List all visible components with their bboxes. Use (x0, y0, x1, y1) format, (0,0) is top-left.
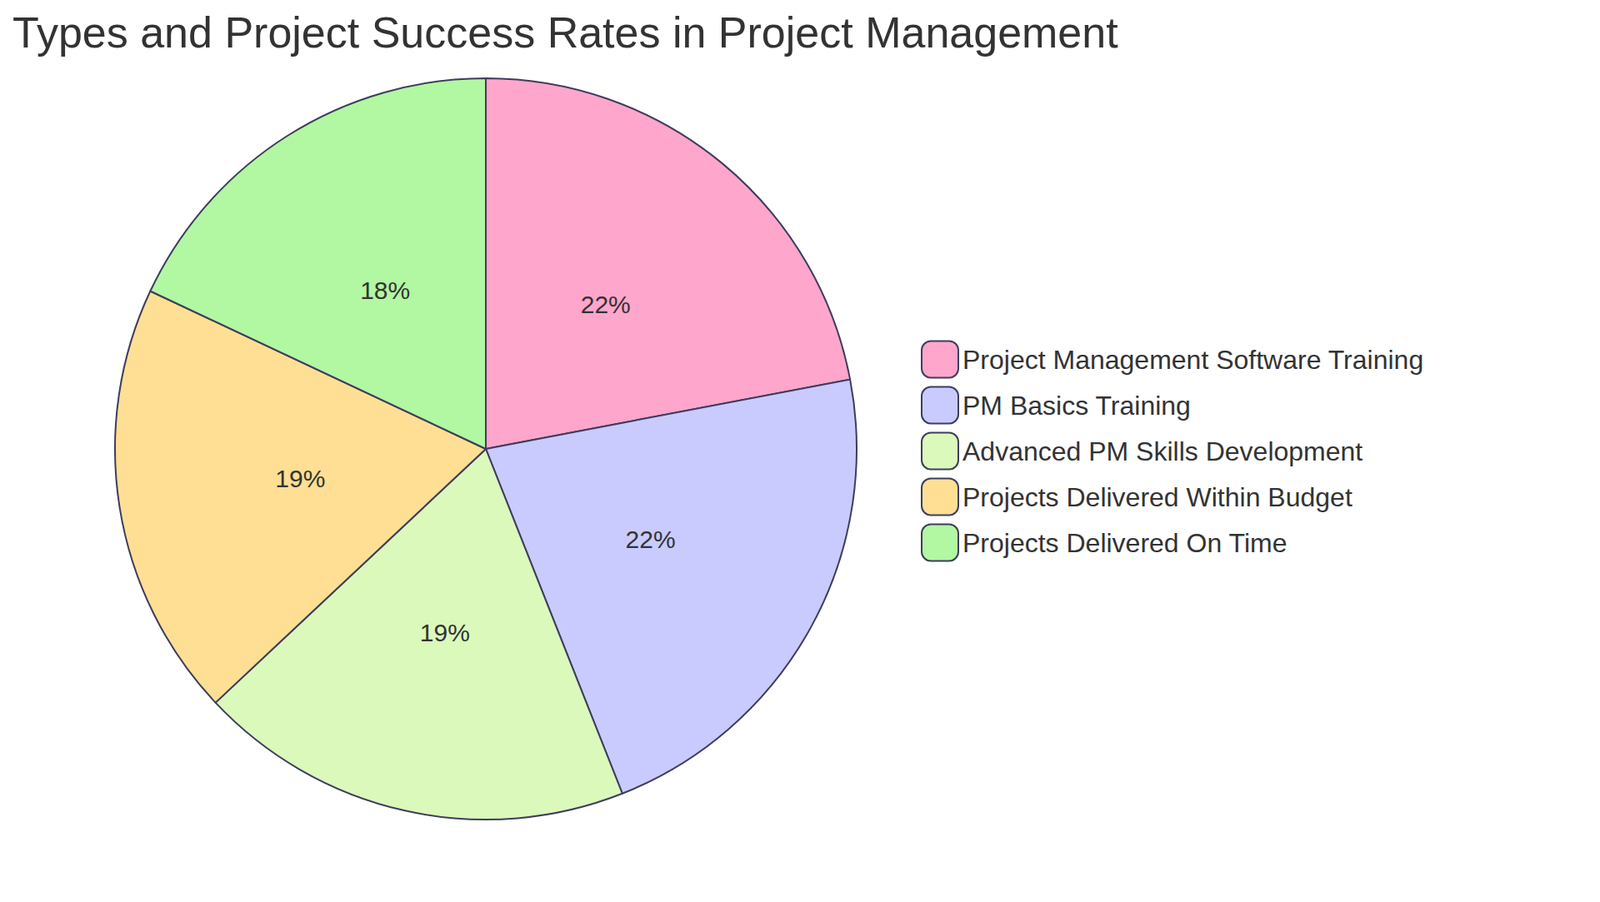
svg-text:Project Management Software Tr: Project Management Software Training (962, 345, 1424, 375)
svg-text:Types and Project Success Rate: Types and Project Success Rates in Proje… (12, 8, 1119, 57)
svg-text:22%: 22% (580, 290, 631, 319)
svg-text:19%: 19% (420, 619, 470, 647)
svg-text:22%: 22% (625, 525, 676, 554)
svg-text:19%: 19% (275, 465, 325, 493)
svg-text:18%: 18% (360, 276, 410, 305)
svg-text:PM Basics Training: PM Basics Training (962, 390, 1191, 421)
svg-text:Advanced PM Skills Development: Advanced PM Skills Development (962, 436, 1363, 467)
svg-text:Projects Delivered Within Budg: Projects Delivered Within Budget (962, 482, 1353, 513)
svg-text:Projects Delivered On Time: Projects Delivered On Time (962, 528, 1287, 559)
